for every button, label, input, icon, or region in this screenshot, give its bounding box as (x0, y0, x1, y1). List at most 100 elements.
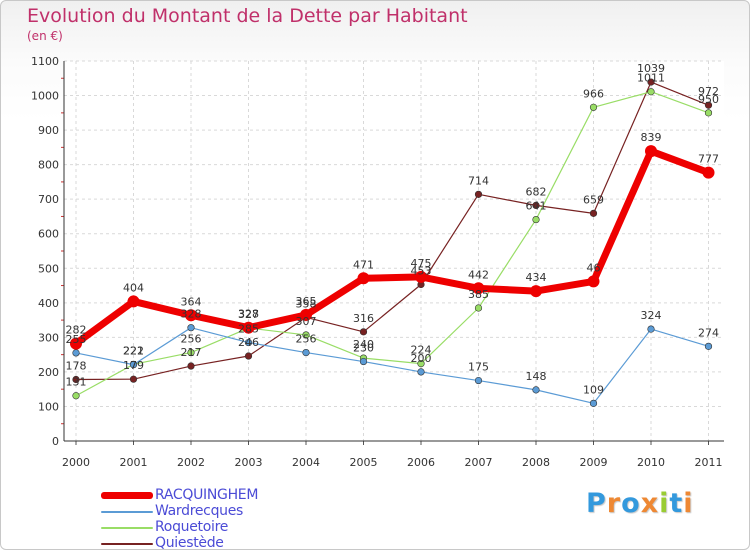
x-tick-label: 2008 (522, 456, 550, 469)
series-line-quiestède (75, 81, 710, 381)
data-label: 256 (296, 333, 317, 346)
legend-swatch (101, 492, 153, 499)
data-point (647, 325, 655, 333)
data-point (647, 78, 655, 86)
series-line-wardrecques (75, 327, 710, 404)
legend-label: Quiestède (155, 535, 224, 550)
data-label: 442 (468, 268, 489, 281)
data-point (187, 324, 195, 332)
data-point (704, 109, 713, 117)
data-point (187, 348, 195, 357)
logo-letter: o (621, 488, 641, 519)
y-tick-label: 1000 (31, 90, 59, 103)
series-line-roquetoire (75, 91, 710, 397)
data-point (589, 399, 598, 407)
data-label: 240 (353, 338, 374, 351)
y-tick-label: 800 (38, 159, 59, 172)
data-label: 178 (66, 360, 87, 373)
data-label: 222 (123, 344, 144, 357)
data-point (704, 342, 713, 350)
data-label: 471 (353, 258, 374, 271)
data-label: 46 (587, 261, 601, 274)
series-line-racquinghem (72, 147, 712, 348)
data-label: 972 (698, 85, 719, 98)
data-label: 148 (526, 370, 547, 383)
data-label: 175 (468, 361, 489, 374)
data-label: 285 (238, 323, 259, 336)
data-point (589, 209, 598, 217)
y-tick-label: 700 (38, 193, 59, 206)
data-label: 950 (698, 93, 719, 106)
data-point (702, 166, 715, 179)
data-label: 1039 (637, 62, 665, 75)
y-tick-label: 0 (52, 435, 59, 448)
data-label: 365 (296, 295, 317, 308)
data-point (415, 270, 427, 283)
data-label: 714 (468, 174, 489, 187)
data-point (127, 295, 140, 308)
legend-swatch (101, 543, 153, 545)
y-tick-label: 600 (38, 228, 59, 241)
x-tick-label: 2009 (580, 456, 608, 469)
data-label: 404 (123, 281, 144, 294)
data-label: 328 (238, 308, 259, 321)
data-label: 217 (181, 346, 202, 359)
data-point (589, 103, 598, 111)
data-label: 179 (123, 359, 144, 372)
legend-label: RACQUINGHEM (155, 487, 259, 503)
logo-letter: i (683, 488, 694, 519)
x-tick-label: 2010 (637, 456, 665, 469)
data-point (474, 376, 483, 385)
data-label: 327 (238, 308, 259, 321)
data-point (357, 272, 370, 285)
data-label: 328 (181, 308, 202, 321)
y-tick-label: 900 (38, 124, 59, 137)
data-label: 246 (238, 336, 259, 349)
y-tick-label: 1100 (31, 55, 59, 68)
data-point (244, 352, 253, 360)
data-point (645, 145, 657, 158)
data-point (417, 360, 425, 368)
y-tick-label: 500 (38, 262, 59, 275)
data-label: 777 (698, 153, 719, 166)
x-tick-label: 2006 (407, 456, 435, 469)
y-tick-label: 200 (38, 366, 59, 379)
data-point (359, 357, 368, 366)
data-label: 221 (123, 345, 144, 358)
data-label: 324 (641, 309, 662, 322)
data-point (72, 349, 80, 357)
x-tick-label: 2001 (120, 456, 148, 469)
data-label: 475 (411, 257, 432, 270)
logo-letter: t (669, 488, 684, 519)
x-tick-label: 2004 (292, 456, 320, 469)
logo-letter: r (606, 488, 622, 519)
data-point (474, 190, 483, 198)
data-label: 434 (526, 271, 547, 284)
data-label: 274 (698, 326, 719, 339)
data-label: 453 (411, 265, 432, 278)
data-label: 682 (526, 185, 547, 198)
plot-area (64, 61, 724, 441)
data-label: 358 (296, 297, 317, 310)
x-tick-label: 2005 (350, 456, 378, 469)
x-tick-label: 2000 (62, 456, 90, 469)
data-point (187, 362, 195, 370)
data-point (129, 375, 138, 383)
data-point (302, 348, 310, 357)
data-point (530, 285, 542, 298)
data-point (587, 275, 600, 288)
data-label: 230 (353, 342, 374, 355)
data-point (185, 309, 197, 322)
data-point (129, 361, 138, 369)
x-tick-label: 2003 (235, 456, 263, 469)
y-tick-label: 300 (38, 331, 59, 344)
x-tick-label: 2011 (695, 456, 723, 469)
data-label: 224 (411, 344, 432, 357)
data-point (300, 308, 312, 321)
data-label: 966 (583, 87, 604, 100)
data-point (532, 201, 540, 209)
legend-label: Wardrecques (155, 503, 244, 519)
y-tick-label: 400 (38, 297, 59, 310)
